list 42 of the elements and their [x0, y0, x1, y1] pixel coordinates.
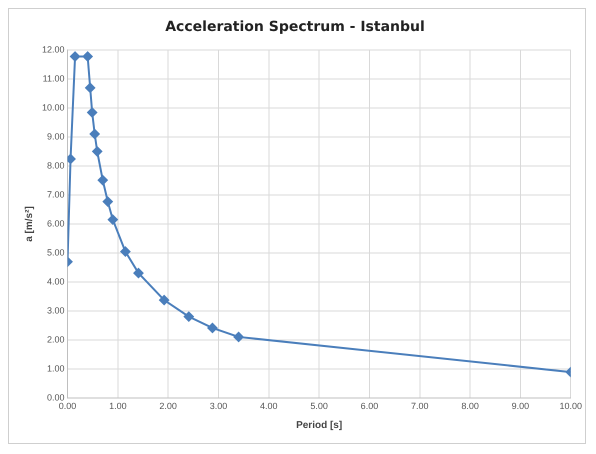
point	[108, 214, 118, 225]
y-tick-label: 9.00	[46, 131, 65, 142]
point	[159, 295, 170, 306]
y-tick-label: 0.00	[46, 392, 65, 403]
x-tick-label: 9.00	[512, 401, 530, 412]
point	[87, 108, 98, 118]
point	[90, 128, 100, 139]
point	[120, 246, 130, 257]
x-tick-label: 10.00	[559, 401, 582, 412]
point	[102, 196, 113, 207]
point	[85, 82, 96, 93]
x-tick-label: 6.00	[360, 401, 378, 412]
x-tick-label: 5.00	[310, 401, 328, 412]
y-tick-label: 6.00	[46, 218, 65, 228]
x-tick-label: 8.00	[461, 401, 479, 412]
point	[70, 51, 80, 62]
point	[92, 146, 102, 156]
y-tick-label: 7.00	[46, 189, 65, 200]
y-tick-label: 5.00	[46, 248, 65, 258]
x-tick-label: 2.00	[159, 401, 177, 412]
y-tick-label: 8.00	[46, 160, 65, 170]
y-axis-title: a [m/s²]	[24, 206, 35, 242]
x-tick-label: 7.00	[411, 401, 429, 412]
y-tick-label: 10.00	[42, 102, 65, 112]
point	[234, 332, 244, 342]
y-tick-label: 4.00	[46, 276, 65, 287]
x-axis-title: Period [s]	[296, 420, 342, 431]
point	[82, 51, 93, 62]
x-tick-label: 3.00	[210, 401, 228, 412]
x-tick-label: 4.00	[260, 401, 278, 412]
x-tick-label: 1.00	[109, 401, 127, 412]
point	[98, 175, 108, 186]
point	[184, 312, 194, 322]
y-tick-label: 12.00	[42, 44, 65, 54]
point	[133, 268, 144, 278]
y-tick-label: 11.00	[42, 73, 65, 84]
point	[207, 322, 218, 333]
y-tick-label: 1.00	[46, 364, 65, 374]
x-tick-label: 0.00	[58, 401, 76, 412]
chart-title: Acceleration Spectrum - Istanbul	[165, 19, 425, 36]
y-tick-label: 2.00	[46, 334, 65, 345]
y-tick-label: 3.00	[46, 306, 65, 316]
